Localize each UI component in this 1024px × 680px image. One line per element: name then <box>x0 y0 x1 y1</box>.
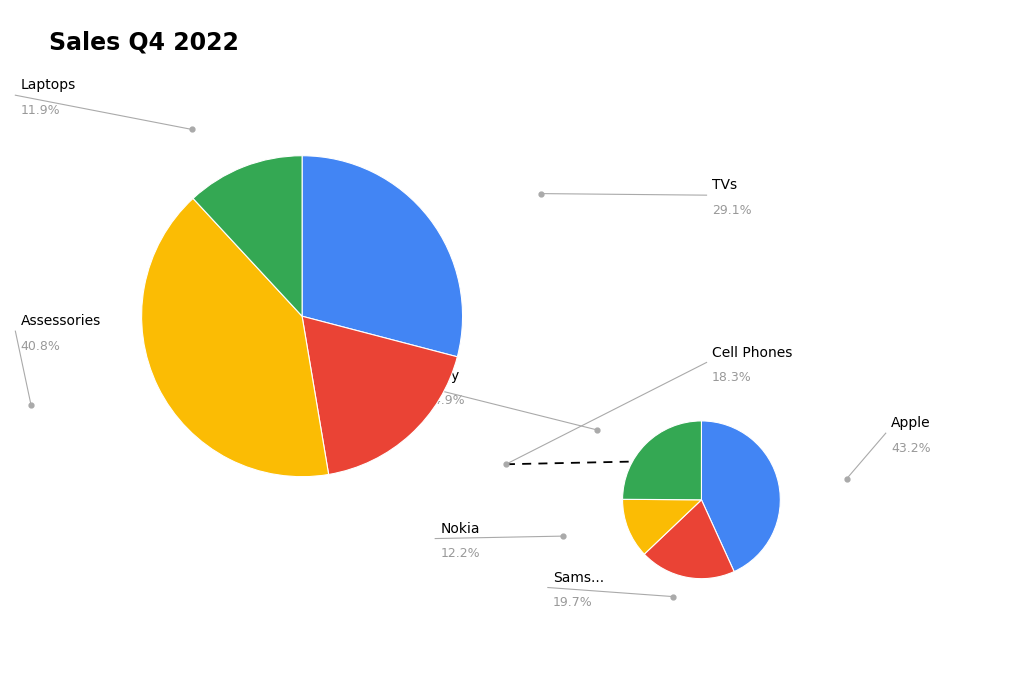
Wedge shape <box>644 500 734 579</box>
Text: Assessories: Assessories <box>20 314 100 328</box>
Text: Apple: Apple <box>891 416 931 430</box>
Text: 11.9%: 11.9% <box>20 104 60 117</box>
Text: 40.8%: 40.8% <box>20 340 60 353</box>
Wedge shape <box>623 421 701 500</box>
Wedge shape <box>302 156 463 357</box>
Wedge shape <box>701 421 780 572</box>
Wedge shape <box>194 156 302 316</box>
Wedge shape <box>141 199 329 477</box>
Text: 43.2%: 43.2% <box>891 442 931 455</box>
Text: Laptops: Laptops <box>20 78 76 92</box>
Text: Sony: Sony <box>425 369 459 383</box>
Wedge shape <box>302 316 458 475</box>
Text: 19.7%: 19.7% <box>553 596 593 609</box>
Text: Cell Phones: Cell Phones <box>712 345 792 360</box>
Text: 24.9%: 24.9% <box>425 394 465 407</box>
Text: Sams...: Sams... <box>553 571 604 585</box>
Text: TVs: TVs <box>712 178 737 192</box>
Text: Sales Q4 2022: Sales Q4 2022 <box>49 31 239 54</box>
Wedge shape <box>623 499 701 554</box>
Text: 12.2%: 12.2% <box>440 547 480 560</box>
Text: Nokia: Nokia <box>440 522 480 536</box>
Text: 29.1%: 29.1% <box>712 204 752 217</box>
Text: 18.3%: 18.3% <box>712 371 752 384</box>
